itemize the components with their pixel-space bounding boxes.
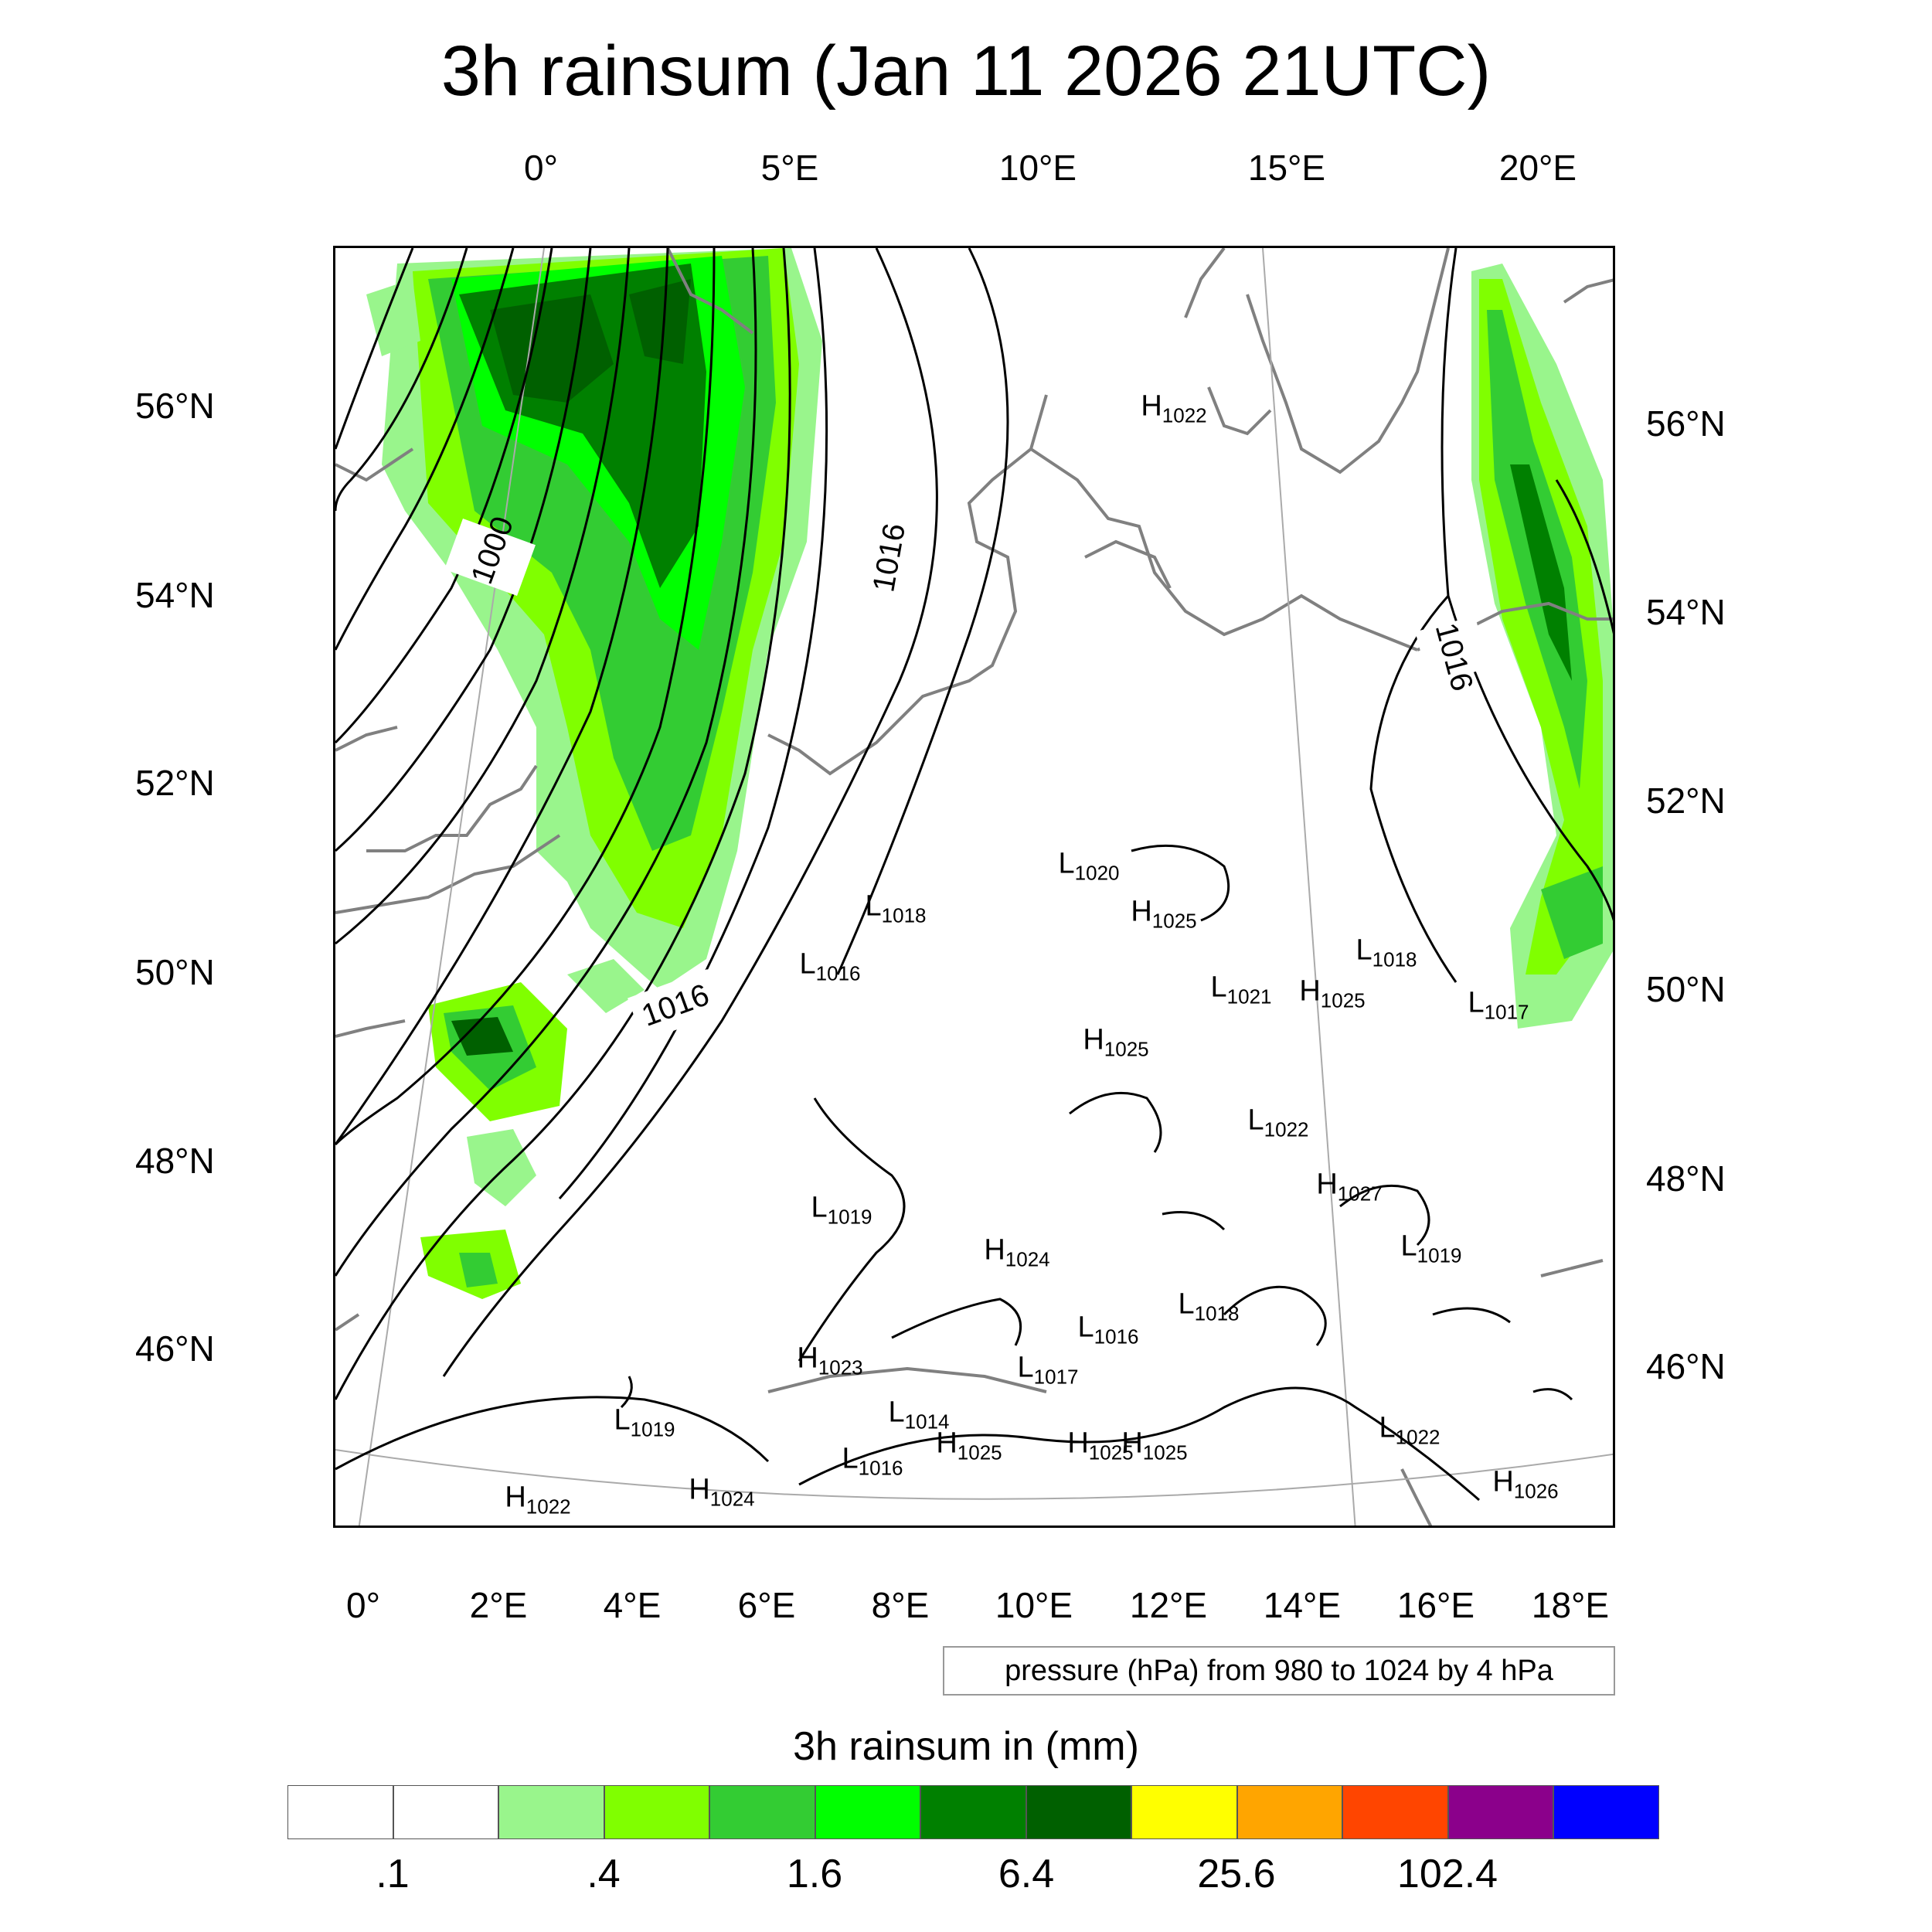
colorbar-swatch (1026, 1785, 1132, 1839)
colorbar-swatch (287, 1785, 393, 1839)
bottom-tick-label: 16°E (1396, 1585, 1475, 1625)
low-pressure-label: L1018 (865, 889, 927, 927)
left-tick-label: 48°N (135, 1141, 215, 1181)
colorbar-swatch (709, 1785, 815, 1839)
colorbar-swatch (1236, 1785, 1343, 1839)
colorbar-swatch (1553, 1785, 1659, 1839)
left-tick-label: 56°N (135, 386, 215, 426)
top-tick-label: 0° (524, 148, 558, 188)
low-pressure-label: L1016 (842, 1442, 903, 1480)
high-pressure-label: H1027 (1316, 1168, 1383, 1206)
high-pressure-label: H1026 (1492, 1465, 1559, 1503)
colorbar-label: .4 (587, 1852, 621, 1896)
bottom-tick-label: 8°E (871, 1585, 930, 1625)
right-tick-label: 46°N (1646, 1346, 1726, 1386)
high-pressure-label: H1022 (1141, 389, 1207, 427)
colorbar-label: 102.4 (1396, 1852, 1498, 1896)
bottom-tick-label: 2°E (469, 1585, 528, 1625)
right-tick-label: 50°N (1646, 969, 1726, 1009)
low-pressure-label: L1018 (1178, 1287, 1240, 1325)
low-pressure-label: L1017 (1017, 1351, 1079, 1389)
low-pressure-label: L1017 (1468, 986, 1529, 1024)
left-tick-label: 54°N (135, 575, 215, 615)
colorbar-swatch (1447, 1785, 1554, 1839)
right-tick-label: 52°N (1646, 781, 1726, 821)
low-pressure-label: L1020 (1058, 847, 1120, 885)
top-tick-label: 5°E (760, 148, 819, 188)
low-pressure-label: L1022 (1247, 1104, 1309, 1141)
colorbar-label: 6.4 (998, 1852, 1055, 1896)
colorbar-title: 3h rainsum in (mm) (793, 1724, 1139, 1769)
bottom-tick-label: 10°E (995, 1585, 1073, 1625)
low-pressure-label: L1019 (1400, 1230, 1462, 1267)
colorbar-swatch (1342, 1785, 1448, 1839)
bottom-tick-label: 0° (346, 1585, 380, 1625)
low-pressure-label: L1016 (799, 947, 861, 985)
high-pressure-label: H1025 (1299, 975, 1366, 1012)
rain-field (366, 248, 1613, 1299)
bottom-tick-label: 12°E (1129, 1585, 1208, 1625)
high-pressure-label: H1025 (1121, 1427, 1188, 1464)
low-pressure-label: L1016 (1077, 1311, 1139, 1349)
high-pressure-label: H1025 (1083, 1023, 1149, 1061)
colorbar-label: 25.6 (1197, 1852, 1276, 1896)
colorbar-label: .1 (376, 1852, 410, 1896)
high-pressure-label: H1025 (936, 1427, 1002, 1464)
top-tick-label: 15°E (1247, 148, 1326, 188)
high-pressure-label: H1023 (797, 1342, 863, 1379)
map-canvas (335, 248, 1613, 1526)
colorbar-swatch (920, 1785, 1026, 1839)
right-tick-label: 48°N (1646, 1158, 1726, 1199)
right-tick-label: 54°N (1646, 592, 1726, 632)
high-pressure-label: H1024 (984, 1233, 1050, 1271)
high-pressure-label: H1025 (1131, 895, 1197, 933)
colorbar-swatch (1131, 1785, 1237, 1839)
graticule (335, 248, 1613, 1526)
colorbar-swatch (498, 1785, 604, 1839)
colorbar (287, 1785, 1659, 1839)
high-pressure-label: H1024 (689, 1473, 755, 1511)
bottom-tick-label: 4°E (603, 1585, 662, 1625)
contour-label: 1016 (852, 521, 923, 597)
bottom-tick-label: 14°E (1263, 1585, 1342, 1625)
right-tick-label: 56°N (1646, 403, 1726, 444)
coastlines (335, 248, 1613, 1526)
low-pressure-label: L1021 (1210, 971, 1272, 1009)
colorbar-swatch (815, 1785, 921, 1839)
colorbar-label: 1.6 (786, 1852, 843, 1896)
left-tick-label: 46°N (135, 1328, 215, 1369)
high-pressure-label: H1022 (505, 1481, 571, 1519)
low-pressure-label: L1018 (1355, 934, 1417, 971)
bottom-tick-label: 18°E (1531, 1585, 1610, 1625)
contour-info-box: pressure (hPa) from 980 to 1024 by 4 hPa (943, 1646, 1615, 1696)
map-panel: 1000 1016 1016 1016 H1022 L1020 H1025 L1018… (333, 246, 1615, 1528)
bottom-tick-label: 6°E (737, 1585, 796, 1625)
low-pressure-label: L1022 (1379, 1411, 1440, 1449)
top-tick-label: 10°E (998, 148, 1077, 188)
colorbar-swatch (604, 1785, 710, 1839)
low-pressure-label: L1019 (614, 1403, 675, 1441)
low-pressure-label: L1014 (888, 1396, 950, 1434)
left-tick-label: 50°N (135, 952, 215, 992)
low-pressure-label: L1019 (811, 1191, 872, 1229)
top-tick-label: 20°E (1498, 148, 1577, 188)
colorbar-swatch (393, 1785, 499, 1839)
map-title: 3h rainsum (Jan 11 2026 21UTC) (440, 32, 1492, 111)
left-tick-label: 52°N (135, 763, 215, 803)
high-pressure-label: H1025 (1067, 1427, 1134, 1464)
